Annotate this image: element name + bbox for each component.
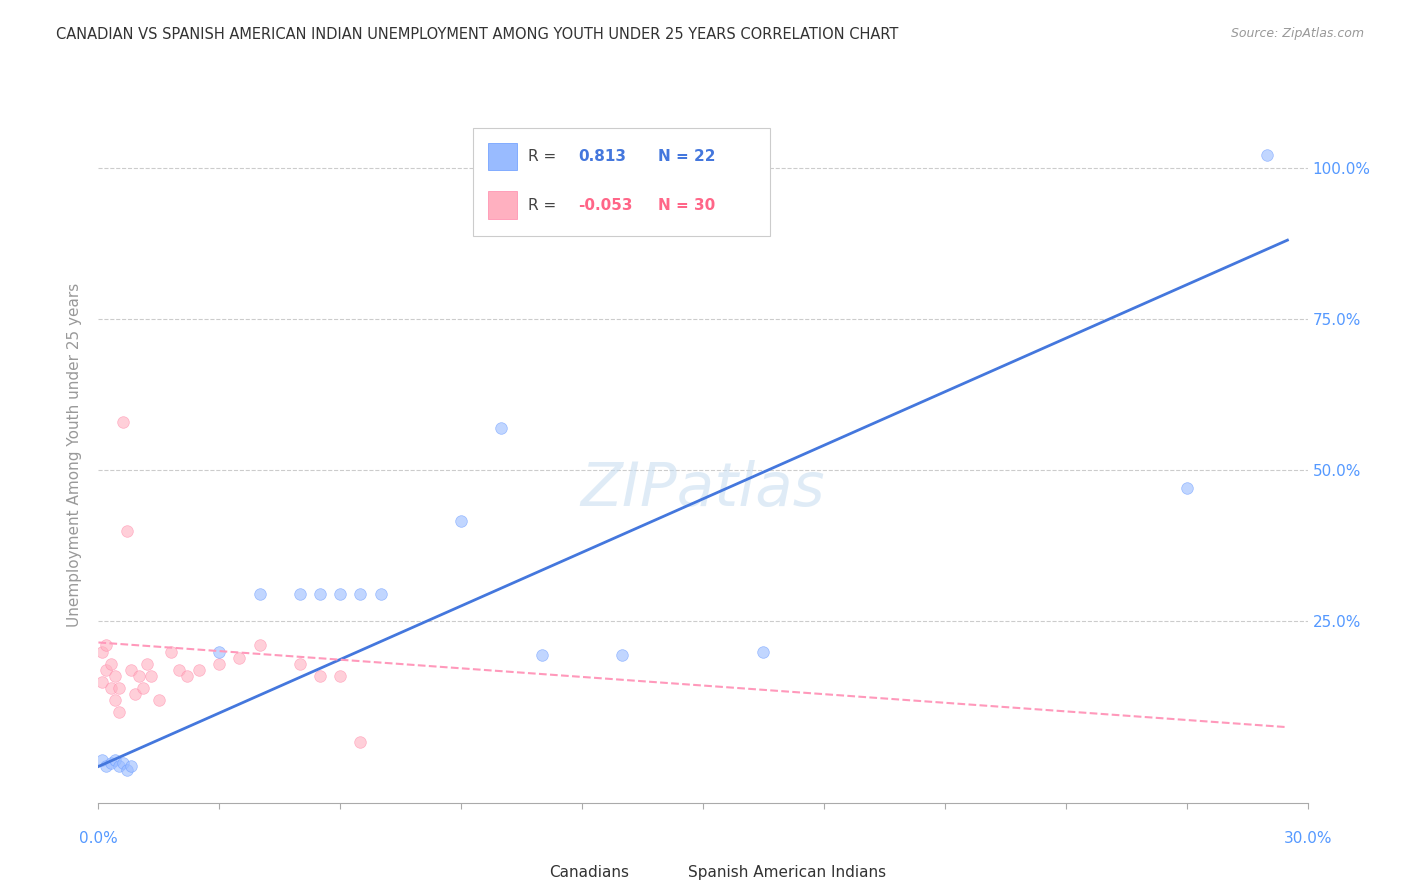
FancyBboxPatch shape <box>474 128 769 235</box>
FancyBboxPatch shape <box>488 143 517 170</box>
Point <box>188 663 211 677</box>
FancyBboxPatch shape <box>488 191 517 219</box>
Point <box>450 515 472 529</box>
Point <box>96 759 118 773</box>
FancyBboxPatch shape <box>515 859 543 885</box>
Text: 0.0%: 0.0% <box>79 830 118 846</box>
Y-axis label: Unemployment Among Youth under 25 years: Unemployment Among Youth under 25 years <box>67 283 83 627</box>
Point <box>100 681 122 695</box>
Point <box>91 644 114 658</box>
Text: -0.053: -0.053 <box>578 198 633 212</box>
Point <box>249 639 271 653</box>
Point <box>160 644 183 658</box>
Point <box>120 663 142 677</box>
Point <box>228 650 250 665</box>
Point <box>1256 148 1278 162</box>
Point <box>111 415 134 429</box>
Point <box>132 681 155 695</box>
Point <box>91 674 114 689</box>
Point <box>176 669 198 683</box>
Point <box>107 705 129 719</box>
Point <box>100 657 122 671</box>
Point <box>1175 481 1198 495</box>
Point <box>96 663 118 677</box>
Point <box>115 524 138 538</box>
Text: CANADIAN VS SPANISH AMERICAN INDIAN UNEMPLOYMENT AMONG YOUTH UNDER 25 YEARS CORR: CANADIAN VS SPANISH AMERICAN INDIAN UNEM… <box>56 27 898 42</box>
Text: 0.813: 0.813 <box>578 149 627 164</box>
Point <box>115 763 138 777</box>
Point <box>612 648 634 662</box>
FancyBboxPatch shape <box>654 859 682 885</box>
Point <box>100 756 122 771</box>
Point <box>329 587 352 601</box>
Point <box>530 648 553 662</box>
Point <box>329 669 352 683</box>
Point <box>96 639 118 653</box>
Text: Source: ZipAtlas.com: Source: ZipAtlas.com <box>1230 27 1364 40</box>
Point <box>370 587 392 601</box>
Point <box>208 644 231 658</box>
Point <box>491 420 513 434</box>
Text: 30.0%: 30.0% <box>1284 830 1331 846</box>
Point <box>91 754 114 768</box>
Point <box>120 759 142 773</box>
Text: R =: R = <box>527 149 555 164</box>
Point <box>103 669 125 683</box>
Point <box>288 657 311 671</box>
Point <box>124 687 146 701</box>
Point <box>148 693 170 707</box>
Point <box>208 657 231 671</box>
Point <box>349 587 371 601</box>
Point <box>349 735 371 749</box>
Text: N = 22: N = 22 <box>658 149 716 164</box>
Point <box>135 657 157 671</box>
Point <box>103 754 125 768</box>
Point <box>103 693 125 707</box>
Text: R =: R = <box>527 198 555 212</box>
Point <box>111 756 134 771</box>
Text: Canadians: Canadians <box>550 865 630 880</box>
Text: Spanish American Indians: Spanish American Indians <box>689 865 887 880</box>
Point <box>128 669 150 683</box>
Text: ZIPatlas: ZIPatlas <box>581 460 825 519</box>
Text: N = 30: N = 30 <box>658 198 716 212</box>
Point <box>288 587 311 601</box>
Point <box>309 587 332 601</box>
Point <box>139 669 162 683</box>
Point <box>752 644 775 658</box>
Point <box>167 663 190 677</box>
Point <box>309 669 332 683</box>
Point <box>107 681 129 695</box>
Point <box>107 759 129 773</box>
Point <box>249 587 271 601</box>
